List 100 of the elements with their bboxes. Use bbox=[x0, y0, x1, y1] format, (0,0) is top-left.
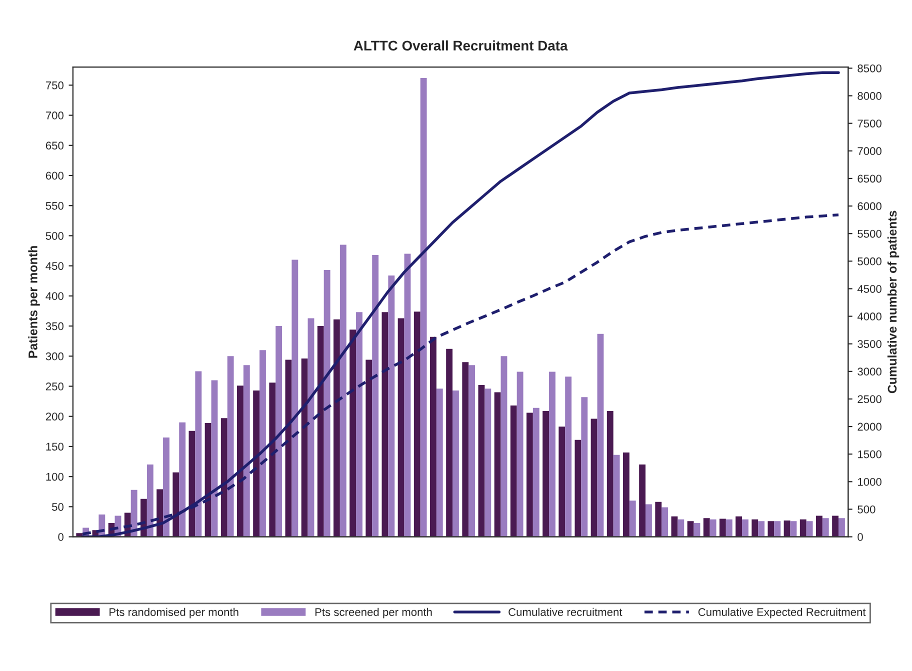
bar bbox=[510, 406, 517, 537]
bar bbox=[163, 437, 170, 537]
y2-tick-label: 4500 bbox=[857, 284, 882, 293]
y2-tick-label: 3500 bbox=[858, 340, 882, 348]
bar bbox=[350, 330, 356, 537]
y2-tick-label: 8500 bbox=[858, 64, 882, 72]
bar bbox=[800, 519, 806, 537]
bar bbox=[516, 372, 524, 537]
y2-tick-label: 6000 bbox=[858, 202, 882, 210]
bar bbox=[597, 334, 604, 537]
bar bbox=[678, 519, 684, 537]
y2-tick-label: 1000 bbox=[858, 478, 882, 486]
bar bbox=[462, 362, 469, 537]
bar bbox=[130, 490, 138, 537]
bar bbox=[768, 521, 774, 537]
bar bbox=[285, 360, 292, 537]
bar bbox=[372, 254, 379, 537]
y2-tick-label: 3000 bbox=[858, 368, 882, 376]
bar bbox=[703, 518, 710, 537]
legend-label: Cumulative Expected Recruitment bbox=[698, 608, 866, 618]
y-axis-title: Patients per month bbox=[28, 246, 40, 358]
y-tick-label: 150 bbox=[46, 442, 64, 451]
bar bbox=[784, 520, 790, 537]
y-tick-label: 50 bbox=[52, 502, 64, 511]
y2-tick-label: 6500 bbox=[858, 174, 882, 183]
y-tick-label: 300 bbox=[46, 352, 64, 360]
bar bbox=[526, 412, 533, 537]
bar bbox=[838, 518, 845, 537]
y-tick-label: 750 bbox=[46, 81, 64, 90]
bar bbox=[494, 392, 501, 537]
bar bbox=[195, 371, 202, 537]
bar bbox=[388, 275, 395, 537]
bar bbox=[243, 365, 250, 537]
bar bbox=[276, 326, 282, 537]
bar bbox=[366, 360, 372, 537]
y2-tick-label: 0 bbox=[858, 533, 863, 541]
bar bbox=[172, 472, 180, 537]
y-tick-label: 700 bbox=[46, 112, 64, 120]
bar bbox=[414, 312, 420, 537]
bar bbox=[204, 422, 212, 537]
bar bbox=[646, 504, 652, 537]
bar bbox=[237, 386, 244, 537]
y-tick-label: 0 bbox=[58, 533, 64, 541]
bar bbox=[742, 519, 748, 537]
y-tick-label: 400 bbox=[46, 292, 64, 300]
y2-axis-title: Cumulative number of patients bbox=[887, 210, 900, 394]
bar bbox=[639, 464, 646, 537]
bar bbox=[832, 516, 839, 537]
legend-label: Cumulative recruitment bbox=[508, 608, 622, 616]
y2-tick-label: 4000 bbox=[857, 312, 882, 320]
bar bbox=[468, 365, 476, 537]
bar bbox=[629, 500, 636, 537]
y-tick-label: 550 bbox=[46, 202, 64, 210]
bar bbox=[549, 372, 556, 537]
y2-tick-label: 2000 bbox=[858, 422, 882, 431]
bar bbox=[334, 319, 340, 537]
y2-tick-label: 7500 bbox=[858, 120, 882, 128]
bar bbox=[606, 410, 614, 537]
bar bbox=[317, 326, 324, 537]
bar bbox=[822, 518, 829, 537]
bar bbox=[623, 452, 630, 537]
bar bbox=[687, 521, 694, 537]
y2-tick-label: 2500 bbox=[858, 395, 882, 404]
bar bbox=[558, 426, 566, 537]
bar bbox=[736, 516, 742, 537]
bar bbox=[301, 358, 308, 537]
bar bbox=[613, 454, 620, 537]
y-tick-label: 100 bbox=[46, 472, 64, 481]
bar bbox=[398, 318, 404, 537]
bar bbox=[532, 408, 540, 537]
bar bbox=[436, 388, 443, 537]
y2-tick-label: 7000 bbox=[858, 147, 882, 156]
bar bbox=[292, 260, 298, 537]
bar bbox=[758, 521, 765, 537]
bar bbox=[816, 516, 822, 537]
y-tick-label: 650 bbox=[46, 142, 64, 150]
bar bbox=[420, 78, 427, 537]
bar bbox=[710, 519, 716, 537]
y-tick-label: 600 bbox=[46, 172, 64, 180]
y-tick-label: 250 bbox=[46, 382, 64, 390]
bar bbox=[565, 376, 572, 537]
bar bbox=[260, 350, 266, 537]
legend-label: Pts randomised per month bbox=[110, 608, 238, 618]
line-series bbox=[81, 71, 840, 537]
bar bbox=[156, 489, 164, 537]
bar bbox=[211, 380, 218, 537]
bar bbox=[220, 418, 228, 537]
bar bbox=[484, 388, 492, 537]
y-tick-label: 450 bbox=[46, 262, 64, 270]
y2-tick-label: 5000 bbox=[858, 257, 882, 266]
bar bbox=[590, 418, 598, 537]
bar bbox=[752, 519, 758, 537]
legend-label: Pts screened per month bbox=[315, 608, 432, 618]
bar bbox=[308, 318, 314, 537]
bar bbox=[500, 356, 508, 537]
bar bbox=[146, 464, 154, 537]
bar bbox=[340, 244, 346, 537]
bar bbox=[655, 502, 662, 537]
bar bbox=[452, 390, 459, 537]
y2-tick-label: 500 bbox=[858, 506, 876, 514]
